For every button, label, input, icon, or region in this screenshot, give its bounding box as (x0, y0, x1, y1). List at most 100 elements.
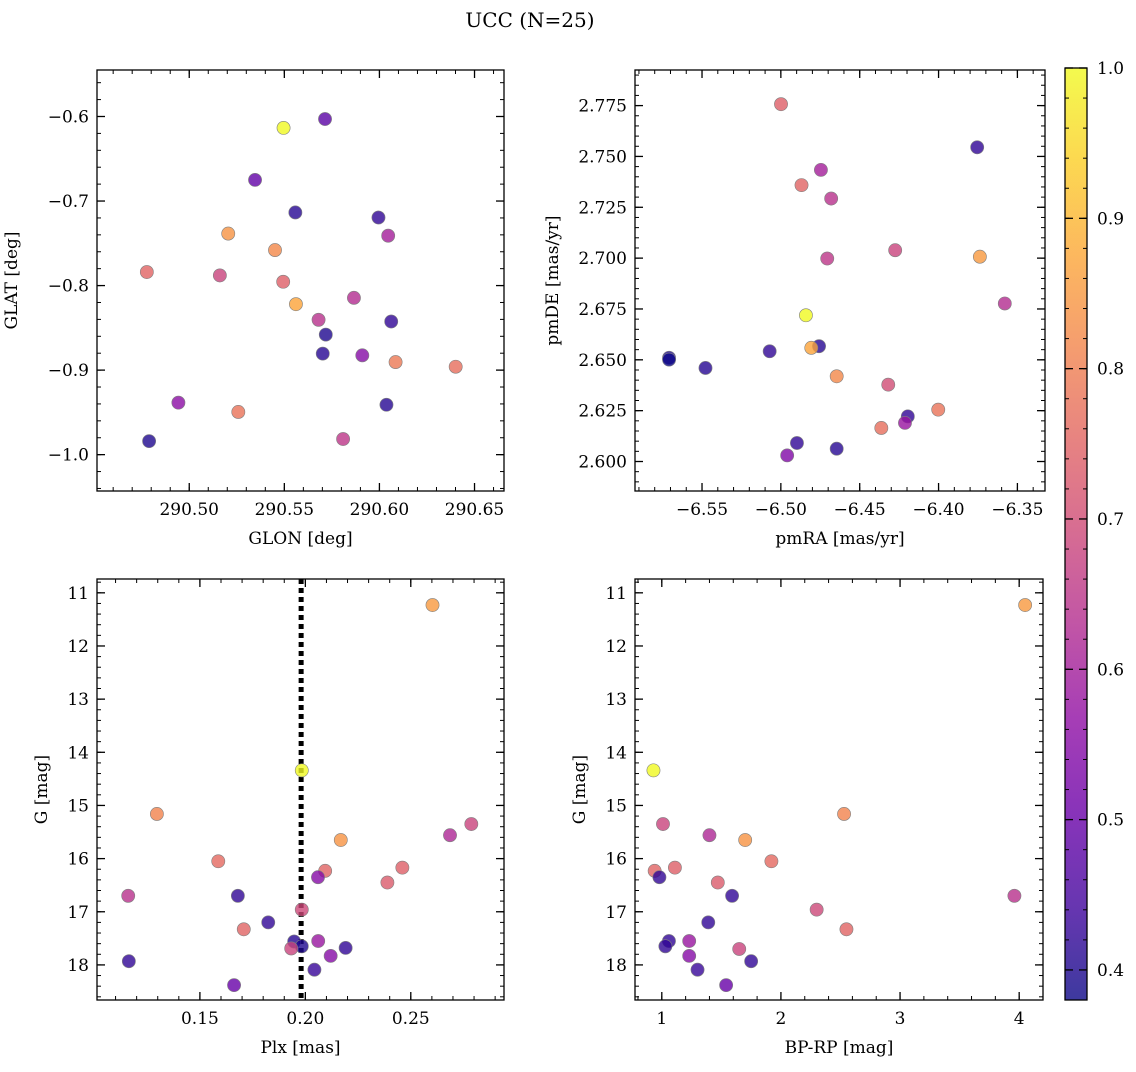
scatter-point (809, 902, 824, 917)
panel-glon-glat: 290.50 290.55 290.60 290.65 −1.0 −0.9 −0.8 −0.7… (2, 69, 505, 549)
scatter-point (294, 902, 309, 917)
y-tick-label: 13 (67, 690, 89, 710)
scatter-point (139, 265, 154, 279)
colorbar-tick-label: 1.0 (1097, 59, 1124, 79)
panel-plx-g: 0.15 0.20 0.25 11 12 13 14 15 16 17 18 Plx [mas] G [… (32, 578, 505, 1058)
colorbar-tick-label: 0.5 (1097, 811, 1124, 831)
scatter-point (381, 228, 396, 243)
colorbar-tick-label: 0.6 (1097, 660, 1124, 680)
scatter-point (656, 817, 670, 831)
scatter-point (379, 397, 394, 412)
scatter-point (371, 210, 386, 225)
scatter-point (395, 860, 410, 875)
scatter-point (211, 854, 226, 869)
y-tick-label: 11 (605, 584, 627, 604)
x-tick-label: 290.50 (159, 500, 218, 520)
scatter-point (289, 297, 303, 312)
scatter-point (725, 888, 739, 903)
x-tick-label: 0.20 (286, 1009, 324, 1029)
scatter-point (149, 807, 164, 821)
y-tick-label: 2.750 (578, 147, 627, 167)
y-tick-label: 2.675 (578, 300, 627, 320)
y-tick-label: 15 (67, 796, 89, 816)
scatter-point (347, 290, 361, 305)
scatter-point (380, 875, 395, 890)
scatter-point (738, 833, 753, 847)
scatter-point (719, 978, 734, 993)
scatter-point (288, 205, 303, 220)
scatter-point (1018, 598, 1033, 612)
scatter-points (646, 598, 1033, 993)
y-tick-label: 13 (605, 690, 627, 710)
y-tick-label: 14 (67, 743, 89, 763)
y-tick-label: 2.625 (578, 402, 627, 422)
scatter-point (230, 888, 245, 903)
scatter-point (464, 817, 479, 831)
scatter-point (710, 875, 725, 890)
scatter-point (931, 402, 946, 417)
scatter-point (388, 355, 403, 369)
colorbar-frame (1064, 67, 1088, 1001)
scatter-point (662, 352, 676, 367)
scatter-point (829, 369, 844, 384)
colorbar-fill (1065, 68, 1087, 1000)
scatter-point (970, 140, 985, 155)
x-tick-label: 0.25 (392, 1009, 430, 1029)
scatter-point (425, 598, 440, 612)
scatter-point (764, 854, 779, 869)
x-tick-label: 2 (776, 1009, 787, 1029)
y-tick-label: −0.7 (48, 192, 89, 212)
y-tick-label: 11 (67, 584, 89, 604)
y-tick-label: 2.600 (578, 453, 627, 473)
y-tick-label: 16 (67, 850, 89, 870)
scatter-point (804, 340, 819, 355)
scatter-point (336, 432, 350, 446)
scatter-point (276, 274, 291, 289)
scatter-point (829, 441, 844, 456)
x-tick-label: 290.65 (445, 500, 504, 520)
colorbar-tick-label: 0.7 (1097, 510, 1124, 530)
scatter-point (839, 922, 854, 937)
scatter-point (732, 942, 747, 956)
axes-frame (634, 578, 1044, 1001)
scatter-point (448, 359, 463, 374)
scatter-point (682, 948, 697, 963)
scatter-point (318, 327, 333, 342)
y-tick-label: 17 (605, 903, 627, 923)
x-tick-label: −6.45 (834, 500, 886, 520)
x-tick-label: −6.50 (755, 500, 807, 520)
x-axis-label: BP-RP [mag] (785, 1038, 894, 1058)
scatter-point (355, 348, 370, 363)
scatter-point (333, 833, 348, 847)
y-tick-label: 12 (67, 637, 89, 657)
axes-frame (96, 578, 505, 1001)
scatter-point (231, 405, 246, 419)
scatter-point (762, 344, 777, 359)
y-axis-label: pmDE [mas/yr] (543, 215, 563, 345)
scatter-points (121, 598, 479, 993)
scatter-point (294, 763, 309, 778)
panel-pmra-pmde: −6.55 −6.50 −6.45 −6.40 −6.35 2.600 2.625 2.650… (543, 69, 1046, 549)
scatter-point (443, 828, 457, 843)
scatter-point (323, 948, 338, 963)
y-tick-label: 17 (67, 903, 89, 923)
scatter-point (1007, 888, 1022, 903)
scatter-point (311, 934, 326, 948)
scatter-point (701, 915, 716, 930)
scatter-point (744, 954, 759, 969)
scatter-point (780, 448, 795, 463)
x-tick-label: −6.55 (676, 500, 728, 520)
scatter-point (820, 251, 835, 266)
scatter-point (384, 314, 399, 329)
scatter-point (284, 941, 299, 956)
y-axis-label: GLAT [deg] (2, 231, 22, 329)
scatter-point (794, 178, 809, 193)
x-tick-label: 1 (656, 1009, 667, 1029)
scatter-point (799, 308, 813, 323)
scatter-point (142, 434, 157, 449)
y-tick-label: −0.8 (48, 277, 89, 297)
y-tick-label: −0.9 (48, 361, 89, 381)
y-tick-label: 2.725 (578, 198, 627, 218)
x-tick-label: 3 (895, 1009, 906, 1029)
